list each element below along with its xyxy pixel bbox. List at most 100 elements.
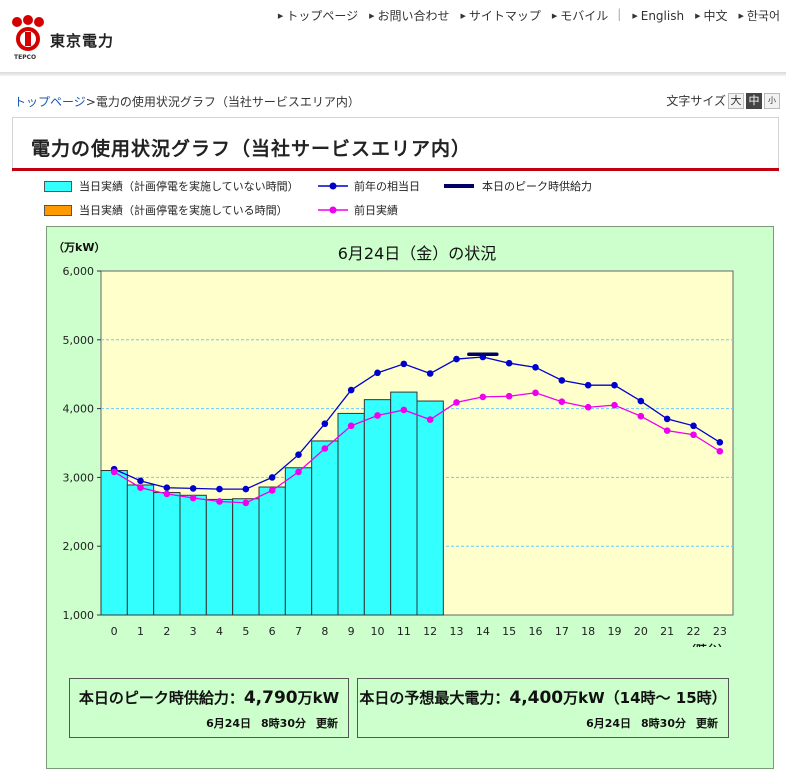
nav-chinese-label: 中文 — [703, 9, 728, 23]
point-last-year-hour-17 — [558, 377, 566, 384]
x-tick-label: 20 — [634, 625, 648, 638]
bar-actual-hour-8 — [311, 440, 339, 616]
triangle-icon: ▶ — [369, 11, 375, 20]
forecast-update-label: 更新 — [696, 717, 718, 730]
chart-legend: 当日実績（計画停電を実施していない時間） 当日実績（計画停電を実施している時間）… — [44, 176, 774, 220]
point-prev-day-hour-4 — [216, 498, 223, 505]
y-tick-label: 2,000 — [63, 540, 95, 553]
point-last-year-hour-9 — [347, 386, 355, 394]
x-tick-label: 5 — [242, 625, 249, 638]
bar-actual-hour-3 — [179, 494, 207, 616]
bar-actual-hour-7 — [284, 467, 313, 616]
page-title-box: 電力の使用状況グラフ（当社サービスエリア内） — [12, 117, 779, 172]
breadcrumb-home-link[interactable]: トップページ — [14, 95, 86, 109]
nav-mobile[interactable]: ▶ モバイル — [552, 7, 608, 24]
font-size-small-button[interactable]: 小 — [764, 92, 780, 109]
logo-small-text: TEPCO — [14, 54, 37, 61]
x-tick-label: 18 — [581, 625, 595, 638]
bar-actual-hour-6 — [258, 486, 286, 616]
bar-actual-hour-2 — [153, 492, 181, 616]
x-tick-label: 1 — [137, 625, 144, 638]
x-tick-label: 2 — [163, 625, 170, 638]
triangle-icon: ▶ — [632, 11, 638, 20]
point-prev-day-hour-6 — [268, 487, 276, 494]
point-prev-day-hour-17 — [558, 398, 566, 406]
nav-english[interactable]: ▶ English — [632, 7, 684, 24]
point-last-year-hour-20 — [637, 397, 645, 405]
x-tick-label: 16 — [529, 625, 543, 638]
legend-label-last-year: 前年の相当日 — [354, 180, 420, 193]
point-last-year-hour-16 — [532, 364, 539, 371]
x-tick-label: 17 — [555, 625, 569, 638]
x-tick-label: 8 — [321, 625, 328, 638]
point-prev-day-hour-22 — [690, 431, 697, 439]
bar-actual-hour-9 — [337, 412, 365, 616]
point-prev-day-hour-19 — [611, 401, 618, 409]
point-last-year-hour-15 — [505, 359, 513, 367]
point-prev-day-hour-15 — [505, 392, 513, 400]
peak-supply-box: 本日のピーク時供給力：4,790万kW 6月24日 8時30分 更新 — [69, 678, 349, 738]
nav-contact[interactable]: ▶ お問い合わせ — [369, 7, 449, 24]
triangle-icon: ▶ — [460, 11, 466, 20]
x-tick-label: 22 — [687, 625, 701, 638]
point-last-year-hour-8 — [321, 420, 329, 428]
bar-actual-hour-10 — [363, 399, 392, 616]
x-tick-label: 14 — [476, 625, 490, 638]
nav-chinese[interactable]: ▶ 中文 — [695, 7, 727, 24]
nav-top-page[interactable]: ▶ トップページ — [278, 7, 358, 24]
forecast-time: 8時30分 — [641, 717, 686, 730]
forecast-range: （14時～ 15時） — [604, 689, 727, 707]
point-prev-day-hour-8 — [321, 445, 329, 452]
point-last-year-hour-1 — [137, 477, 144, 485]
x-tick-label: 15 — [502, 625, 516, 638]
bar-actual-hour-12 — [416, 400, 444, 616]
forecast-updated: 6月24日 8時30分 更新 — [586, 715, 718, 731]
point-last-year-hour-12 — [426, 370, 434, 377]
font-size-medium-button[interactable]: 中 — [746, 92, 762, 109]
nav-contact-label: お問い合わせ — [377, 9, 450, 23]
nav-korean-label: 한국어 — [746, 9, 780, 23]
triangle-icon: ▶ — [738, 11, 744, 20]
legend-item-actual-no-outage: 当日実績（計画停電を実施していない時間） — [44, 178, 299, 194]
legend-item-prev-day: 前日実績 — [318, 202, 398, 218]
point-last-year-hour-22 — [690, 422, 697, 430]
point-prev-day-hour-0 — [110, 468, 118, 476]
legend-item-last-year: 前年の相当日 — [318, 178, 420, 194]
point-last-year-hour-7 — [295, 451, 302, 458]
nav-sitemap[interactable]: ▶ サイトマップ — [460, 7, 540, 24]
power-usage-chart: 1,000 2,000 3,000 4,000 5,000 6,000 6月24日（金）の状… — [53, 241, 734, 647]
tepco-logo[interactable]: 東京電力 TEPCO — [8, 14, 148, 62]
point-last-year-hour-11 — [400, 360, 408, 368]
header-divider — [0, 72, 786, 76]
logo-text: 東京電力 — [50, 32, 115, 50]
point-last-year-hour-18 — [584, 381, 592, 389]
legend-line-blue-icon — [318, 182, 348, 190]
peak-supply-time: 8時30分 — [261, 717, 306, 730]
breadcrumb-separator: > — [85, 95, 96, 109]
x-tick-label: 7 — [295, 625, 302, 638]
point-last-year-hour-2 — [163, 484, 171, 492]
font-size-label: 文字サイズ — [666, 94, 726, 108]
peak-supply-label: 本日のピーク時供給力： — [78, 689, 244, 707]
bar-actual-hour-4 — [205, 498, 234, 616]
bar-actual-hour-11 — [390, 391, 418, 616]
x-tick-label: 11 — [397, 625, 411, 638]
triangle-icon: ▶ — [277, 11, 284, 20]
point-last-year-hour-13 — [453, 355, 460, 363]
legend-label-prev-day: 前日実績 — [354, 204, 398, 217]
x-tick-label: 23 — [713, 625, 727, 638]
font-size-large-button[interactable]: 大 — [728, 92, 744, 109]
point-prev-day-hour-14 — [479, 393, 487, 401]
x-tick-label: 6 — [269, 625, 276, 638]
legend-label-actual-no-outage: 当日実績（計画停電を実施していない時間） — [79, 180, 299, 193]
x-tick-label: 0 — [111, 625, 118, 638]
series-line-prev-day — [113, 392, 721, 504]
nav-korean[interactable]: ▶ 한국어 — [738, 7, 780, 24]
point-prev-day-hour-18 — [584, 403, 592, 411]
point-prev-day-hour-10 — [374, 412, 381, 419]
forecast-unit: 万kW — [563, 689, 605, 707]
point-prev-day-hour-13 — [453, 399, 460, 406]
point-prev-day-hour-3 — [189, 494, 197, 502]
top-nav: ▶ トップページ ▶ お問い合わせ ▶ サイトマップ ▶ モバイル | ▶ English… — [267, 7, 780, 24]
legend-item-actual-outage: 当日実績（計画停電を実施している時間） — [44, 202, 288, 218]
